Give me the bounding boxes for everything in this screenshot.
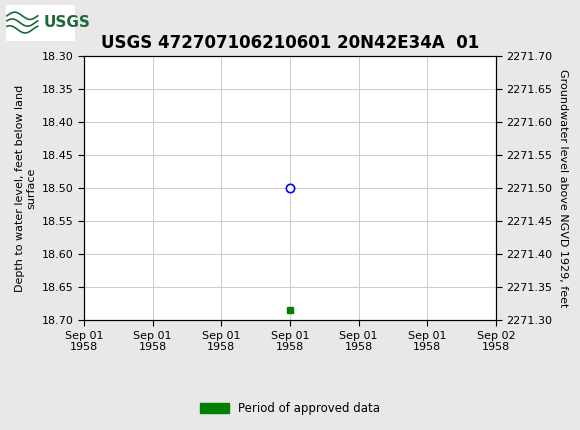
Y-axis label: Groundwater level above NGVD 1929, feet: Groundwater level above NGVD 1929, feet: [558, 69, 568, 307]
Title: USGS 472707106210601 20N42E34A  01: USGS 472707106210601 20N42E34A 01: [101, 34, 479, 52]
Legend: Period of approved data: Period of approved data: [195, 397, 385, 420]
Y-axis label: Depth to water level, feet below land
surface: Depth to water level, feet below land su…: [14, 85, 37, 292]
Text: USGS: USGS: [44, 15, 90, 30]
Bar: [6, 4, 75, 41]
